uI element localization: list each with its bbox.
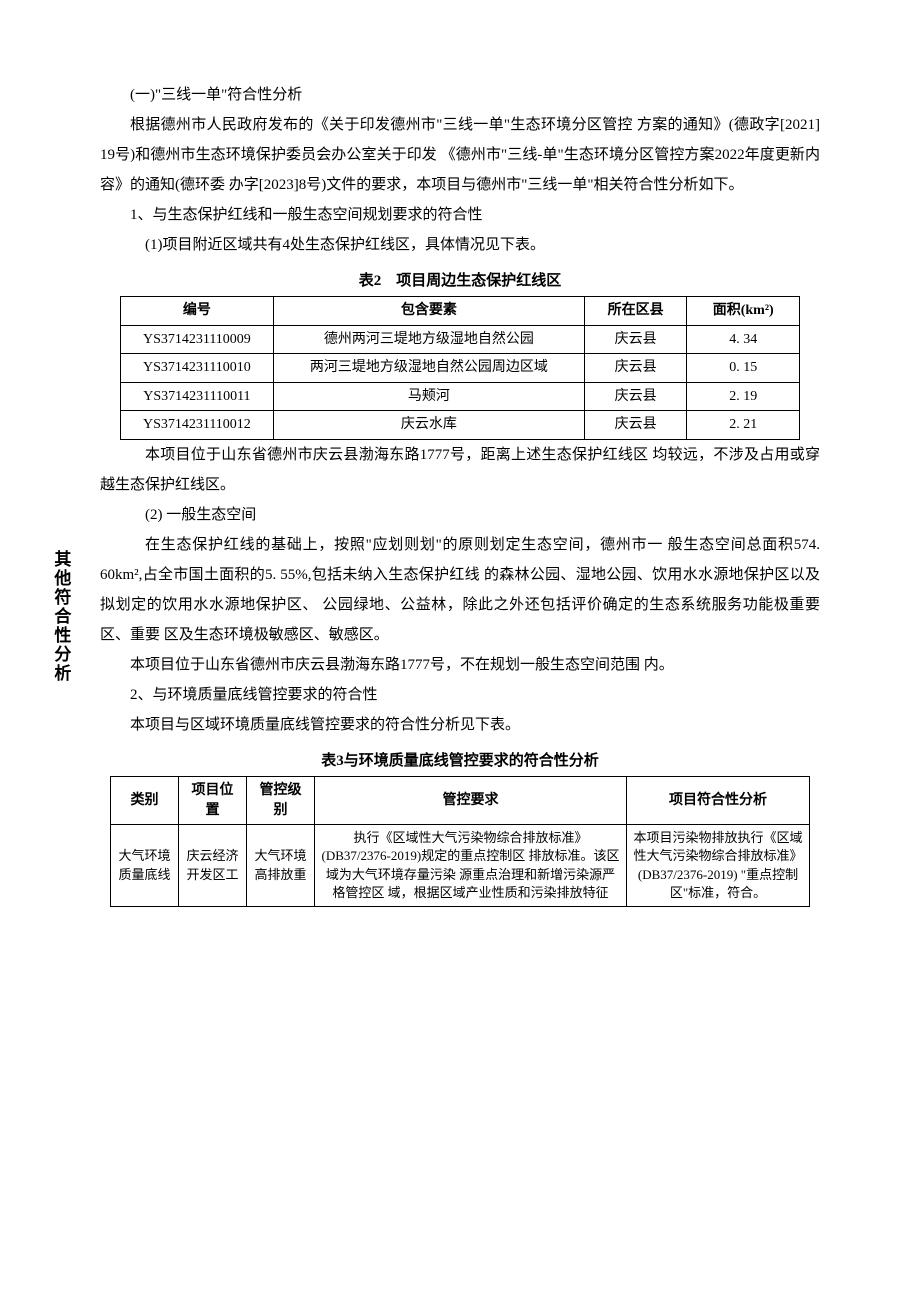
col-header-requirement: 管控要求 (315, 776, 627, 824)
numbered-item-2: 2、与环境质量底线管控要求的符合性 (100, 680, 820, 710)
cell-id: YS3714231110009 (121, 325, 274, 354)
cell-area: 4. 34 (687, 325, 800, 354)
table-header-row: 类别 项目位置 管控级别 管控要求 项目符合性分析 (111, 776, 810, 824)
cell-level: 大气环境高排放重 (247, 825, 315, 907)
side-vertical-label: 其他符合性分析 (50, 550, 70, 683)
cell-area: 0. 15 (687, 354, 800, 383)
cell-district: 庆云县 (584, 411, 687, 440)
cell-element: 马颊河 (273, 382, 584, 411)
col-header-area: 面积(km²) (687, 297, 800, 326)
cell-district: 庆云县 (584, 325, 687, 354)
col-header-district: 所在区县 (584, 297, 687, 326)
cell-requirement: 执行《区域性大气污染物综合排放标准》(DB37/2376-2019)规定的重点控… (315, 825, 627, 907)
col-header-location: 项目位置 (179, 776, 247, 824)
cell-element: 庆云水库 (273, 411, 584, 440)
table-row: 大气环境质量底线 庆云经济开发区工 大气环境高排放重 执行《区域性大气污染物综合… (111, 825, 810, 907)
col-header-conformity: 项目符合性分析 (627, 776, 810, 824)
cell-id: YS3714231110011 (121, 382, 274, 411)
table-row: YS3714231110011 马颊河 庆云县 2. 19 (121, 382, 800, 411)
sub-item-2: (2) 一般生态空间 (100, 500, 820, 530)
cell-district: 庆云县 (584, 382, 687, 411)
table-row: YS3714231110012 庆云水库 庆云县 2. 21 (121, 411, 800, 440)
table2-caption: 表3与环境质量底线管控要求的符合性分析 (100, 746, 820, 776)
eco-redline-table: 编号 包含要素 所在区县 面积(km²) YS3714231110009 德州两… (120, 296, 800, 440)
eco-space-paragraph-2: 本项目位于山东省德州市庆云县渤海东路1777号，不在规划一般生态空间范围 内。 (100, 650, 820, 680)
numbered-item-1: 1、与生态保护红线和一般生态空间规划要求的符合性 (100, 200, 820, 230)
table1-caption: 表2 项目周边生态保护红线区 (100, 266, 820, 296)
cell-id: YS3714231110012 (121, 411, 274, 440)
paragraph-after-table1: 本项目位于山东省德州市庆云县渤海东路1777号，距离上述生态保护红线区 均较远，… (100, 440, 820, 500)
col-header-level: 管控级别 (247, 776, 315, 824)
document-body: 其他符合性分析 (一)"三线一单"符合性分析 根据德州市人民政府发布的《关于印发… (100, 80, 820, 907)
cell-area: 2. 21 (687, 411, 800, 440)
cell-area: 2. 19 (687, 382, 800, 411)
env-quality-table: 类别 项目位置 管控级别 管控要求 项目符合性分析 大气环境质量底线 庆云经济开… (110, 776, 810, 907)
table-row: YS3714231110009 德州两河三堤地方级湿地自然公园 庆云县 4. 3… (121, 325, 800, 354)
cell-location: 庆云经济开发区工 (179, 825, 247, 907)
table-row: YS3714231110010 两河三堤地方级湿地自然公园周边区域 庆云县 0.… (121, 354, 800, 383)
cell-id: YS3714231110010 (121, 354, 274, 383)
table-header-row: 编号 包含要素 所在区县 面积(km²) (121, 297, 800, 326)
col-header-element: 包含要素 (273, 297, 584, 326)
cell-category: 大气环境质量底线 (111, 825, 179, 907)
section-heading-1: (一)"三线一单"符合性分析 (100, 80, 820, 110)
cell-conformity: 本项目污染物排放执行《区域性大气污染物综合排放标准》 (DB37/2376-20… (627, 825, 810, 907)
col-header-category: 类别 (111, 776, 179, 824)
sub-item-1: (1)项目附近区域共有4处生态保护红线区，具体情况见下表。 (100, 230, 820, 260)
eco-space-paragraph-1: 在生态保护红线的基础上，按照"应划则划"的原则划定生态空间，德州市一 般生态空间… (100, 530, 820, 650)
col-header-id: 编号 (121, 297, 274, 326)
cell-district: 庆云县 (584, 354, 687, 383)
cell-element: 德州两河三堤地方级湿地自然公园 (273, 325, 584, 354)
intro-paragraph: 根据德州市人民政府发布的《关于印发德州市"三线一单"生态环境分区管控 方案的通知… (100, 110, 820, 200)
cell-element: 两河三堤地方级湿地自然公园周边区域 (273, 354, 584, 383)
numbered-item-2-intro: 本项目与区域环境质量底线管控要求的符合性分析见下表。 (100, 710, 820, 740)
